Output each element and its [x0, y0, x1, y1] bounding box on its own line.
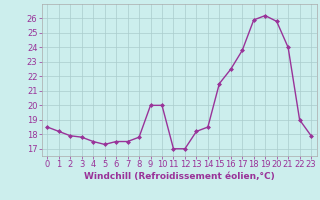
X-axis label: Windchill (Refroidissement éolien,°C): Windchill (Refroidissement éolien,°C) — [84, 172, 275, 181]
